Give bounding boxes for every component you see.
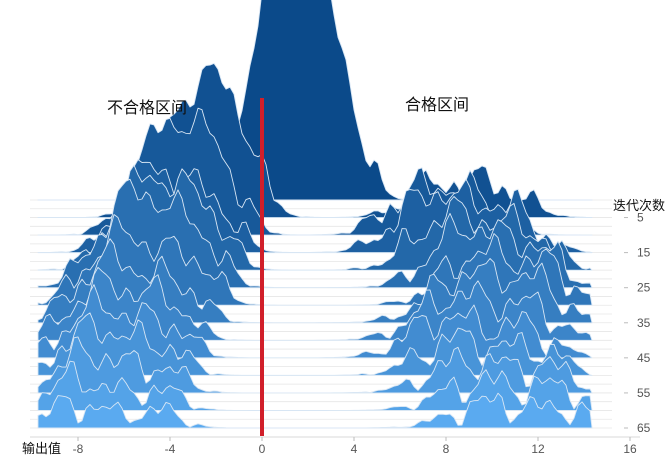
x-tick-label: 16 <box>623 442 637 456</box>
x-tick-label: 12 <box>531 442 545 456</box>
annotation-unqualified: 不合格区间 <box>107 98 187 117</box>
y-tick-label: 45 <box>637 351 651 365</box>
ridge-series-65 <box>37 392 593 429</box>
y-tick-label: 65 <box>637 421 651 435</box>
x-tick-label: -4 <box>165 442 176 456</box>
x-tick-label: 0 <box>259 442 266 456</box>
x-tick-label: 8 <box>443 442 450 456</box>
y-tick-label: 35 <box>637 316 651 330</box>
y-tick-label: 25 <box>637 281 651 295</box>
x-axis-title: 输出值 <box>22 441 61 457</box>
ridge-series-group <box>37 0 593 429</box>
x-axis: -8 -4 0 4 8 12 16 <box>30 436 640 456</box>
annotation-qualified: 合格区间 <box>405 95 469 114</box>
ridge-series-60 <box>37 360 593 411</box>
y-tick-label: 55 <box>637 386 651 400</box>
y-axis-title: 迭代次数 <box>613 198 665 214</box>
y-tick-label: 5 <box>637 211 644 225</box>
x-tick-label: -8 <box>73 442 84 456</box>
ridge-series-30 <box>37 214 593 306</box>
y-tick-label: 15 <box>637 246 651 260</box>
x-tick-label: 4 <box>351 442 358 456</box>
y-axis: 5 15 25 35 45 55 65 <box>624 211 651 435</box>
